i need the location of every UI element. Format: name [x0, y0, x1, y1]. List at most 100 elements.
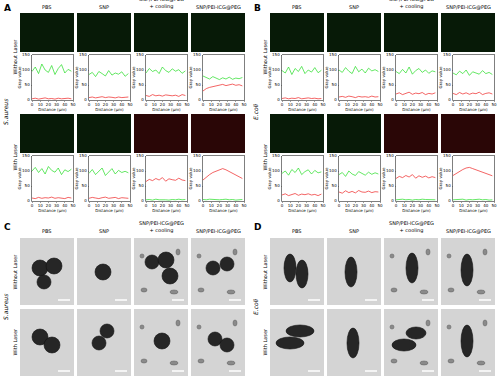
svg-text:20: 20 — [410, 203, 416, 208]
svg-text:PBS: PBS — [42, 4, 52, 10]
svg-text:0: 0 — [198, 97, 201, 102]
svg-text:Distance (μm): Distance (μm) — [38, 208, 67, 213]
svg-text:50: 50 — [196, 183, 202, 188]
svg-text:50: 50 — [196, 82, 202, 87]
svg-text:C: C — [4, 222, 11, 232]
svg-text:Without Laser: Without Laser — [12, 39, 18, 75]
svg-text:Distance (μm): Distance (μm) — [402, 208, 431, 213]
svg-text:20: 20 — [467, 203, 473, 208]
svg-text:30: 30 — [475, 102, 481, 107]
svg-text:30: 30 — [111, 203, 117, 208]
svg-text:0: 0 — [448, 198, 451, 203]
svg-text:SNP/PEI-ICG@PEG: SNP/PEI-ICG@PEG — [446, 228, 491, 234]
svg-text:20: 20 — [217, 102, 223, 107]
svg-text:100: 100 — [22, 67, 30, 72]
svg-text:SNP/PEI-ICG@PEG+ cooling: SNP/PEI-ICG@PEG+ cooling — [389, 220, 434, 234]
svg-text:0: 0 — [141, 198, 144, 203]
svg-text:0: 0 — [84, 198, 87, 203]
svg-text:20: 20 — [46, 203, 52, 208]
svg-text:SNP: SNP — [99, 228, 109, 234]
svg-text:150: 150 — [193, 52, 201, 57]
svg-text:D: D — [254, 222, 261, 232]
svg-text:40: 40 — [426, 102, 432, 107]
svg-text:40: 40 — [312, 102, 318, 107]
svg-text:50: 50 — [446, 82, 452, 87]
svg-text:PBS: PBS — [292, 4, 302, 10]
svg-text:Gray value: Gray value — [324, 167, 329, 189]
svg-text:0: 0 — [141, 97, 144, 102]
svg-text:SNP/PEI-ICG@PEG+ cooling: SNP/PEI-ICG@PEG+ cooling — [389, 0, 434, 10]
svg-text:100: 100 — [329, 67, 337, 72]
svg-text:30: 30 — [225, 203, 231, 208]
svg-text:Distance (μm): Distance (μm) — [459, 107, 488, 112]
svg-text:50: 50 — [434, 203, 440, 208]
svg-text:50: 50 — [139, 82, 145, 87]
svg-text:0: 0 — [391, 198, 394, 203]
svg-text:100: 100 — [79, 67, 87, 72]
svg-text:50: 50 — [320, 203, 326, 208]
svg-text:150: 150 — [386, 52, 394, 57]
svg-text:10: 10 — [95, 102, 101, 107]
svg-text:0: 0 — [198, 198, 201, 203]
svg-text:Distance (μm): Distance (μm) — [209, 208, 238, 213]
svg-text:30: 30 — [54, 203, 60, 208]
svg-text:150: 150 — [443, 153, 451, 158]
svg-text:100: 100 — [386, 168, 394, 173]
svg-text:Distance (μm): Distance (μm) — [345, 208, 374, 213]
svg-text:50: 50 — [377, 203, 383, 208]
svg-text:Distance (μm): Distance (μm) — [95, 107, 124, 112]
svg-text:50: 50 — [127, 203, 133, 208]
svg-text:With Laser: With Laser — [262, 328, 268, 355]
svg-text:150: 150 — [79, 52, 87, 57]
svg-text:0: 0 — [334, 198, 337, 203]
svg-text:30: 30 — [304, 102, 310, 107]
svg-text:50: 50 — [70, 102, 76, 107]
svg-text:50: 50 — [139, 183, 145, 188]
svg-text:10: 10 — [38, 203, 44, 208]
svg-text:50: 50 — [241, 203, 247, 208]
svg-text:0: 0 — [145, 102, 148, 107]
svg-text:0: 0 — [395, 102, 398, 107]
svg-text:SNP/PEI-ICG@PEG: SNP/PEI-ICG@PEG — [196, 228, 241, 234]
svg-text:Distance (μm): Distance (μm) — [152, 107, 181, 112]
svg-text:30: 30 — [475, 203, 481, 208]
svg-text:SNP/PEI-ICG@PEG+ cooling: SNP/PEI-ICG@PEG+ cooling — [139, 0, 184, 10]
svg-text:20: 20 — [296, 203, 302, 208]
svg-text:150: 150 — [193, 153, 201, 158]
svg-text:PBS: PBS — [292, 228, 302, 234]
svg-text:0: 0 — [452, 203, 455, 208]
svg-text:100: 100 — [22, 168, 30, 173]
svg-text:40: 40 — [62, 203, 68, 208]
svg-text:150: 150 — [79, 153, 87, 158]
svg-text:40: 40 — [119, 102, 125, 107]
svg-text:10: 10 — [209, 102, 215, 107]
svg-text:Gray value: Gray value — [381, 167, 386, 189]
svg-text:PBS: PBS — [42, 228, 52, 234]
svg-text:0: 0 — [27, 198, 30, 203]
svg-text:100: 100 — [79, 168, 87, 173]
svg-text:S.aureus: S.aureus — [2, 294, 9, 320]
svg-text:0: 0 — [202, 102, 205, 107]
svg-text:SNP/PEI-ICG@PEG+ cooling: SNP/PEI-ICG@PEG+ cooling — [139, 220, 184, 234]
svg-text:30: 30 — [418, 203, 424, 208]
svg-text:Gray value: Gray value — [267, 66, 272, 88]
svg-text:30: 30 — [361, 203, 367, 208]
svg-text:S.aureus: S.aureus — [2, 99, 9, 125]
svg-text:100: 100 — [329, 168, 337, 173]
svg-text:50: 50 — [377, 102, 383, 107]
svg-text:150: 150 — [136, 52, 144, 57]
svg-text:Gray value: Gray value — [131, 66, 136, 88]
svg-text:Distance (μm): Distance (μm) — [402, 107, 431, 112]
svg-text:0: 0 — [452, 102, 455, 107]
svg-text:Without Laser: Without Laser — [262, 254, 268, 290]
svg-text:SNP/PEI-ICG@PEG: SNP/PEI-ICG@PEG — [196, 4, 241, 10]
svg-text:Gray value: Gray value — [131, 167, 136, 189]
svg-text:0: 0 — [145, 203, 148, 208]
svg-text:20: 20 — [296, 102, 302, 107]
svg-text:0: 0 — [334, 97, 337, 102]
svg-text:100: 100 — [272, 67, 280, 72]
svg-text:Gray value: Gray value — [188, 66, 193, 88]
svg-text:B: B — [254, 3, 261, 13]
svg-text:50: 50 — [332, 82, 338, 87]
svg-text:20: 20 — [353, 102, 359, 107]
